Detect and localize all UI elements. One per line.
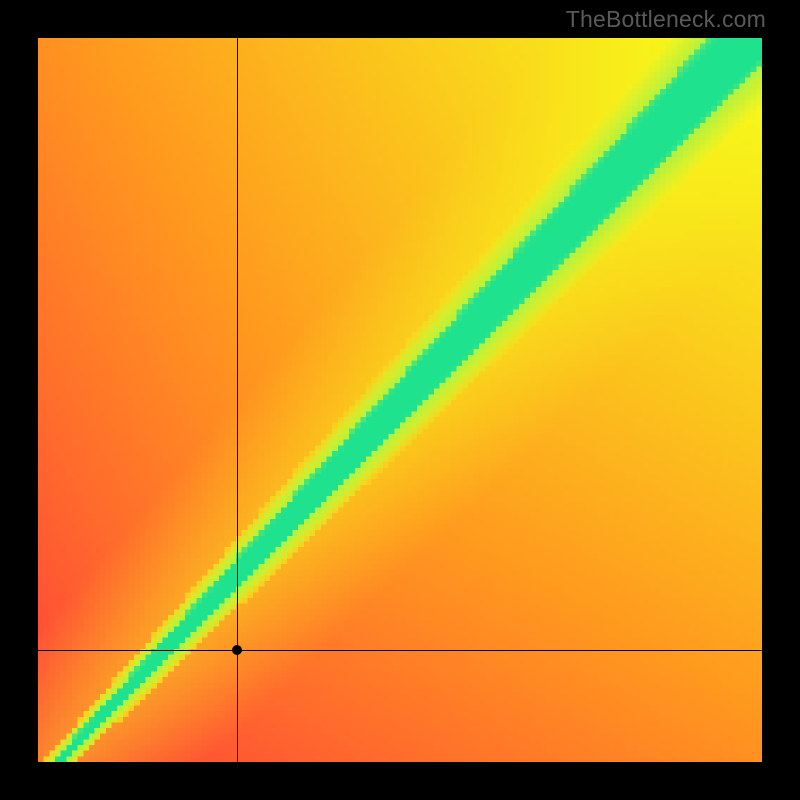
selection-marker[interactable] [232,645,242,655]
watermark-text: TheBottleneck.com [566,6,766,33]
bottleneck-heatmap [38,38,762,762]
crosshair-horizontal [38,650,762,651]
heatmap-canvas [38,38,762,762]
